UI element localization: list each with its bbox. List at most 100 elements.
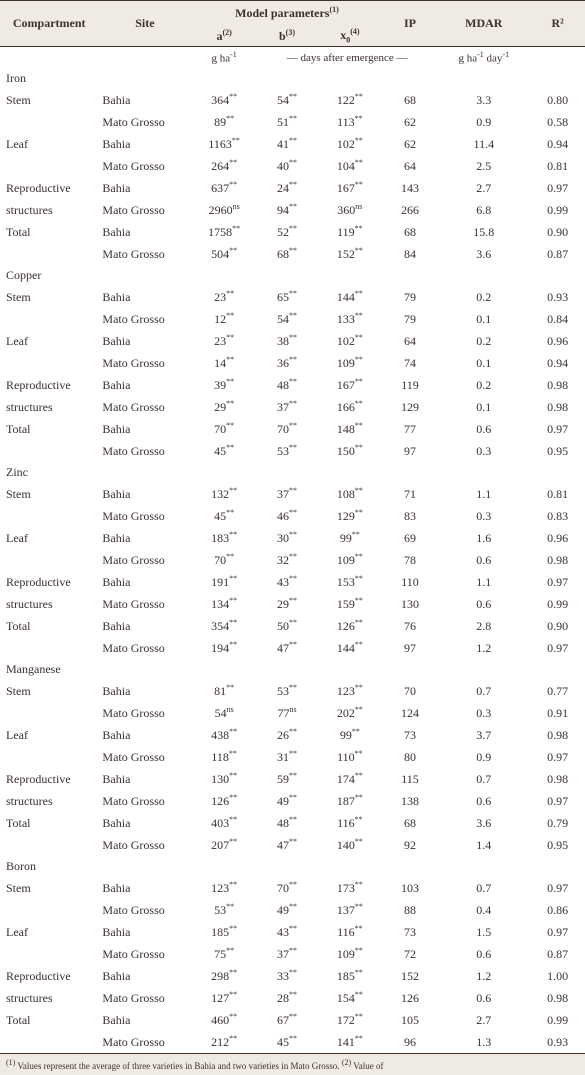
- cell-site: Mato Grosso: [98, 199, 191, 221]
- cell-mdar: 1.3: [437, 1031, 530, 1053]
- table-row: Mato Grosso45**53**150**970.30.95: [0, 440, 585, 462]
- cell-x0: 116**: [317, 812, 383, 834]
- cell-compartment: [0, 746, 98, 768]
- cell-r2: 0.87: [530, 943, 585, 965]
- cell-mdar: 0.6: [437, 987, 530, 1009]
- cell-b: 26**: [257, 724, 317, 746]
- cell-ip: 69: [383, 527, 438, 549]
- cell-site: Bahia: [98, 812, 191, 834]
- cell-mdar: 0.3: [437, 505, 530, 527]
- cell-ip: 74: [383, 352, 438, 374]
- cell-r2: 0.80: [530, 89, 585, 111]
- cell-site: Bahia: [98, 680, 191, 702]
- cell-compartment: Reproductive: [0, 374, 98, 396]
- cell-r2: 0.97: [530, 877, 585, 899]
- cell-x0: 99**: [317, 527, 383, 549]
- cell-a: 207**: [191, 834, 257, 856]
- cell-mdar: 1.2: [437, 965, 530, 987]
- cell-site: Mato Grosso: [98, 308, 191, 330]
- header-ip: IP: [383, 1, 438, 47]
- section-name: Zinc: [0, 462, 585, 483]
- table-row: Mato Grosso54ns77ns202**1240.30.91: [0, 702, 585, 724]
- cell-mdar: 11.4: [437, 133, 530, 155]
- cell-site: Bahia: [98, 286, 191, 308]
- cell-a: 191**: [191, 571, 257, 593]
- cell-r2: 0.94: [530, 133, 585, 155]
- cell-b: 30**: [257, 527, 317, 549]
- cell-r2: 0.98: [530, 987, 585, 1009]
- cell-site: Mato Grosso: [98, 352, 191, 374]
- cell-x0: 167**: [317, 374, 383, 396]
- table-row: Mato Grosso45**46**129**830.30.83: [0, 505, 585, 527]
- cell-b: 54**: [257, 89, 317, 111]
- cell-site: Mato Grosso: [98, 834, 191, 856]
- cell-x0: 185**: [317, 965, 383, 987]
- cell-b: 47**: [257, 637, 317, 659]
- cell-site: Mato Grosso: [98, 593, 191, 615]
- table-row: structuresMato Grosso127**28**154**1260.…: [0, 987, 585, 1009]
- cell-compartment: Stem: [0, 89, 98, 111]
- cell-compartment: Total: [0, 1009, 98, 1031]
- cell-b: 94**: [257, 199, 317, 221]
- table-row: TotalBahia460**67**172**1052.70.99: [0, 1009, 585, 1031]
- cell-r2: 0.97: [530, 571, 585, 593]
- cell-b: 32**: [257, 549, 317, 571]
- cell-x0: 159**: [317, 593, 383, 615]
- cell-mdar: 1.1: [437, 571, 530, 593]
- cell-x0: 129**: [317, 505, 383, 527]
- cell-ip: 105: [383, 1009, 438, 1031]
- table-row: LeafBahia23**38**102**640.20.96: [0, 330, 585, 352]
- cell-site: Mato Grosso: [98, 111, 191, 133]
- cell-mdar: 0.2: [437, 286, 530, 308]
- cell-r2: 0.58: [530, 111, 585, 133]
- cell-ip: 78: [383, 549, 438, 571]
- cell-compartment: [0, 549, 98, 571]
- header-site: Site: [98, 1, 191, 47]
- cell-r2: 0.98: [530, 724, 585, 746]
- cell-b: 28**: [257, 987, 317, 1009]
- cell-x0: 153**: [317, 571, 383, 593]
- table-row: StemBahia23**65**144**790.20.93: [0, 286, 585, 308]
- cell-r2: 0.98: [530, 768, 585, 790]
- table-row: LeafBahia183**30**99**691.60.96: [0, 527, 585, 549]
- cell-site: Mato Grosso: [98, 155, 191, 177]
- header-a: a(2): [191, 25, 257, 47]
- cell-x0: 133**: [317, 308, 383, 330]
- cell-mdar: 0.1: [437, 308, 530, 330]
- table-row: ReproductiveBahia39**48**167**1190.20.98: [0, 374, 585, 396]
- cell-x0: 360ns: [317, 199, 383, 221]
- cell-ip: 96: [383, 1031, 438, 1053]
- cell-mdar: 0.3: [437, 440, 530, 462]
- cell-r2: 0.97: [530, 637, 585, 659]
- cell-compartment: Reproductive: [0, 177, 98, 199]
- cell-ip: 119: [383, 374, 438, 396]
- cell-x0: 102**: [317, 330, 383, 352]
- table-row: StemBahia123**70**173**1030.70.97: [0, 877, 585, 899]
- unit-mdar: g ha-1 day-1: [437, 47, 530, 68]
- cell-a: 1758**: [191, 221, 257, 243]
- cell-r2: 0.79: [530, 812, 585, 834]
- cell-ip: 68: [383, 812, 438, 834]
- cell-ip: 110: [383, 571, 438, 593]
- cell-x0: 173**: [317, 877, 383, 899]
- cell-compartment: Reproductive: [0, 768, 98, 790]
- cell-compartment: structures: [0, 199, 98, 221]
- table-row: Mato Grosso75**37**109**720.60.87: [0, 943, 585, 965]
- cell-x0: 148**: [317, 418, 383, 440]
- table-row: structuresMato Grosso134**29**159**1300.…: [0, 593, 585, 615]
- cell-r2: 0.81: [530, 155, 585, 177]
- cell-x0: 152**: [317, 243, 383, 265]
- cell-r2: 0.86: [530, 899, 585, 921]
- cell-a: 45**: [191, 505, 257, 527]
- cell-site: Bahia: [98, 921, 191, 943]
- cell-b: 45**: [257, 1031, 317, 1053]
- cell-x0: 116**: [317, 921, 383, 943]
- cell-compartment: Stem: [0, 286, 98, 308]
- cell-mdar: 6.8: [437, 199, 530, 221]
- cell-site: Bahia: [98, 177, 191, 199]
- cell-b: 37**: [257, 483, 317, 505]
- table-row: ReproductiveBahia298**33**185**1521.21.0…: [0, 965, 585, 987]
- table-row: Mato Grosso194**47**144**971.20.97: [0, 637, 585, 659]
- cell-b: 24**: [257, 177, 317, 199]
- cell-r2: 0.99: [530, 1009, 585, 1031]
